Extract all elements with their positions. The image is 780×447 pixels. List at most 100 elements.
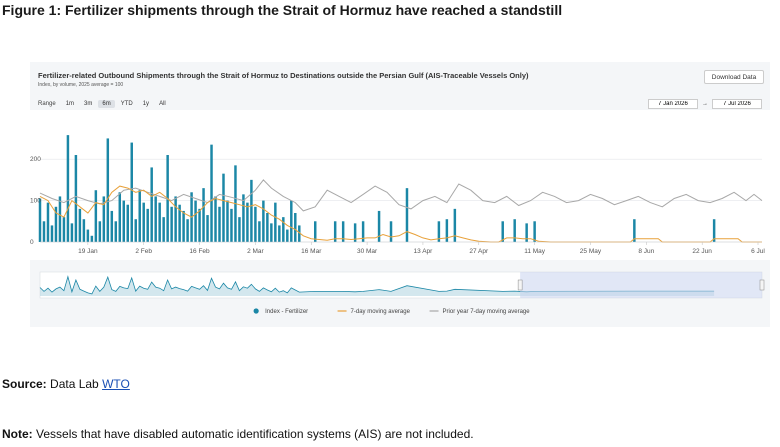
chart-title: Fertilizer-related Outbound Shipments th… — [38, 71, 529, 80]
bar-2026-02-03 — [146, 208, 149, 242]
bar-2026-01-07 — [38, 198, 42, 242]
date-from-input[interactable] — [648, 99, 698, 109]
date-range-inputs: → — [648, 99, 762, 109]
source-label: Source: — [2, 377, 47, 391]
source-link-wto[interactable]: WTO — [102, 377, 130, 391]
bar-2026-03-04 — [262, 200, 265, 242]
range-button-3m[interactable]: 3m — [80, 100, 96, 108]
navigator-selection[interactable] — [520, 272, 762, 298]
bar-2026-03-12 — [294, 213, 297, 242]
line-7-day-moving-average — [39, 185, 762, 243]
grid-lines — [30, 110, 770, 260]
bar-2026-04-19 — [445, 219, 449, 242]
bar-2026-02-10 — [174, 196, 177, 242]
range-label: Range — [38, 101, 56, 107]
bar-2026-01-22 — [98, 221, 102, 242]
bar-2026-01-20 — [90, 235, 94, 242]
bar-2026-03-24 — [341, 221, 345, 242]
navigator-handle-right[interactable] — [759, 279, 765, 291]
bar-2026-02-12 — [182, 210, 185, 242]
bar-2026-01-11 — [54, 206, 58, 242]
bar-2026-01-08 — [42, 221, 46, 242]
bar-2026-05-06 — [513, 219, 516, 242]
date-arrow-icon: → — [702, 101, 708, 107]
x-tick-label: 16 Mar — [301, 248, 322, 255]
x-tick-label: 27 Apr — [469, 248, 489, 255]
bar-2026-03-01 — [250, 179, 253, 242]
x-tick-label: 11 May — [524, 248, 546, 255]
y-tick-label: 0 — [30, 239, 34, 246]
navigator-handle-left[interactable] — [517, 279, 523, 291]
bar-2026-01-13 — [62, 217, 66, 242]
bar-2026-01-29 — [126, 204, 129, 242]
source-text: Data Lab — [46, 377, 103, 391]
bar-2026-06-05 — [633, 219, 636, 242]
x-tick-label: 8 Jun — [638, 248, 654, 255]
range-button-ytd[interactable]: YTD — [117, 100, 137, 108]
bar-2026-01-14 — [66, 135, 70, 242]
bar-2026-03-07 — [274, 202, 277, 242]
bar-2026-01-17 — [78, 208, 82, 242]
legend-label: 7-day moving average — [351, 309, 411, 315]
bar-2026-03-08 — [278, 225, 281, 242]
legend-dot-icon — [253, 308, 259, 314]
bar-2026-03-17 — [314, 221, 317, 242]
bar-2026-02-16 — [198, 208, 201, 242]
bar-2026-02-17 — [202, 188, 205, 242]
legend-label: Prior year 7-day moving average — [443, 309, 531, 315]
bar-2026-01-25 — [110, 210, 114, 242]
bar-2026-02-05 — [154, 196, 157, 242]
bar-2026-04-09 — [405, 188, 409, 242]
navigator-line — [39, 275, 715, 295]
bar-2026-01-10 — [50, 225, 54, 242]
bar-2026-02-15 — [194, 200, 197, 242]
bar-2026-02-04 — [150, 167, 153, 242]
x-tick-label: 13 Apr — [414, 248, 434, 255]
x-tick-label: 16 Feb — [189, 248, 210, 255]
x-tick-label: 25 May — [580, 248, 602, 255]
range-button-6m[interactable]: 6m — [98, 100, 115, 108]
range-button-1y[interactable]: 1y — [139, 100, 153, 108]
chart-svg: 0 100 200 19 Jan 2 Feb 16 Feb 2 Mar 16 Mar 30 Ma… — [30, 110, 770, 315]
bar-2026-02-11 — [178, 204, 181, 242]
line-prior-year-7-day-moving-average — [39, 179, 763, 212]
bar-2026-03-03 — [258, 221, 261, 242]
plot-background — [30, 110, 770, 260]
download-data-button[interactable]: Download Data — [704, 70, 764, 84]
bar-2026-04-17 — [437, 221, 441, 242]
line-series — [39, 179, 763, 243]
navigator-area — [40, 276, 715, 296]
bar-2026-01-24 — [106, 138, 110, 242]
bar-2026-02-02 — [142, 202, 145, 242]
bar-2026-01-28 — [122, 200, 126, 242]
bar-2026-06-25 — [712, 219, 716, 242]
legend-item-1[interactable]: 7-day moving average — [337, 309, 411, 315]
bar-2026-02-21 — [218, 206, 221, 242]
range-button-all[interactable]: All — [155, 100, 170, 108]
bar-2026-01-30 — [130, 142, 133, 242]
x-tick-label: 22 Jun — [692, 248, 712, 255]
bar-2026-01-09 — [46, 202, 50, 242]
x-tick-label: 2 Mar — [247, 248, 264, 255]
bar-2026-03-06 — [270, 223, 273, 242]
bar-2026-04-05 — [389, 221, 393, 242]
range-button-1m[interactable]: 1m — [62, 100, 78, 108]
bar-2026-02-24 — [230, 208, 233, 242]
bar-2026-02-26 — [238, 217, 241, 242]
legend: Index - Fertilizer 7-day moving average Pr… — [253, 308, 531, 315]
bar-2026-02-07 — [162, 217, 165, 242]
bar-2026-01-18 — [82, 219, 86, 242]
bar-2026-02-27 — [242, 194, 245, 242]
bar-2026-03-05 — [266, 213, 269, 242]
legend-item-2[interactable]: Prior year 7-day moving average — [429, 309, 531, 315]
bar-2026-02-28 — [246, 202, 249, 242]
bar-2026-01-27 — [118, 192, 122, 242]
figure-title: Figure 1: Fertilizer shipments through t… — [2, 2, 563, 18]
date-to-input[interactable] — [712, 99, 762, 109]
note-text: Vessels that have disabled automatic ide… — [32, 427, 474, 441]
legend-item-0[interactable]: Index - Fertilizer — [253, 308, 309, 315]
bar-2026-01-21 — [94, 190, 98, 242]
bar-2026-02-01 — [138, 190, 141, 242]
bar-2026-01-26 — [114, 221, 118, 242]
bar-2026-02-20 — [214, 196, 217, 242]
